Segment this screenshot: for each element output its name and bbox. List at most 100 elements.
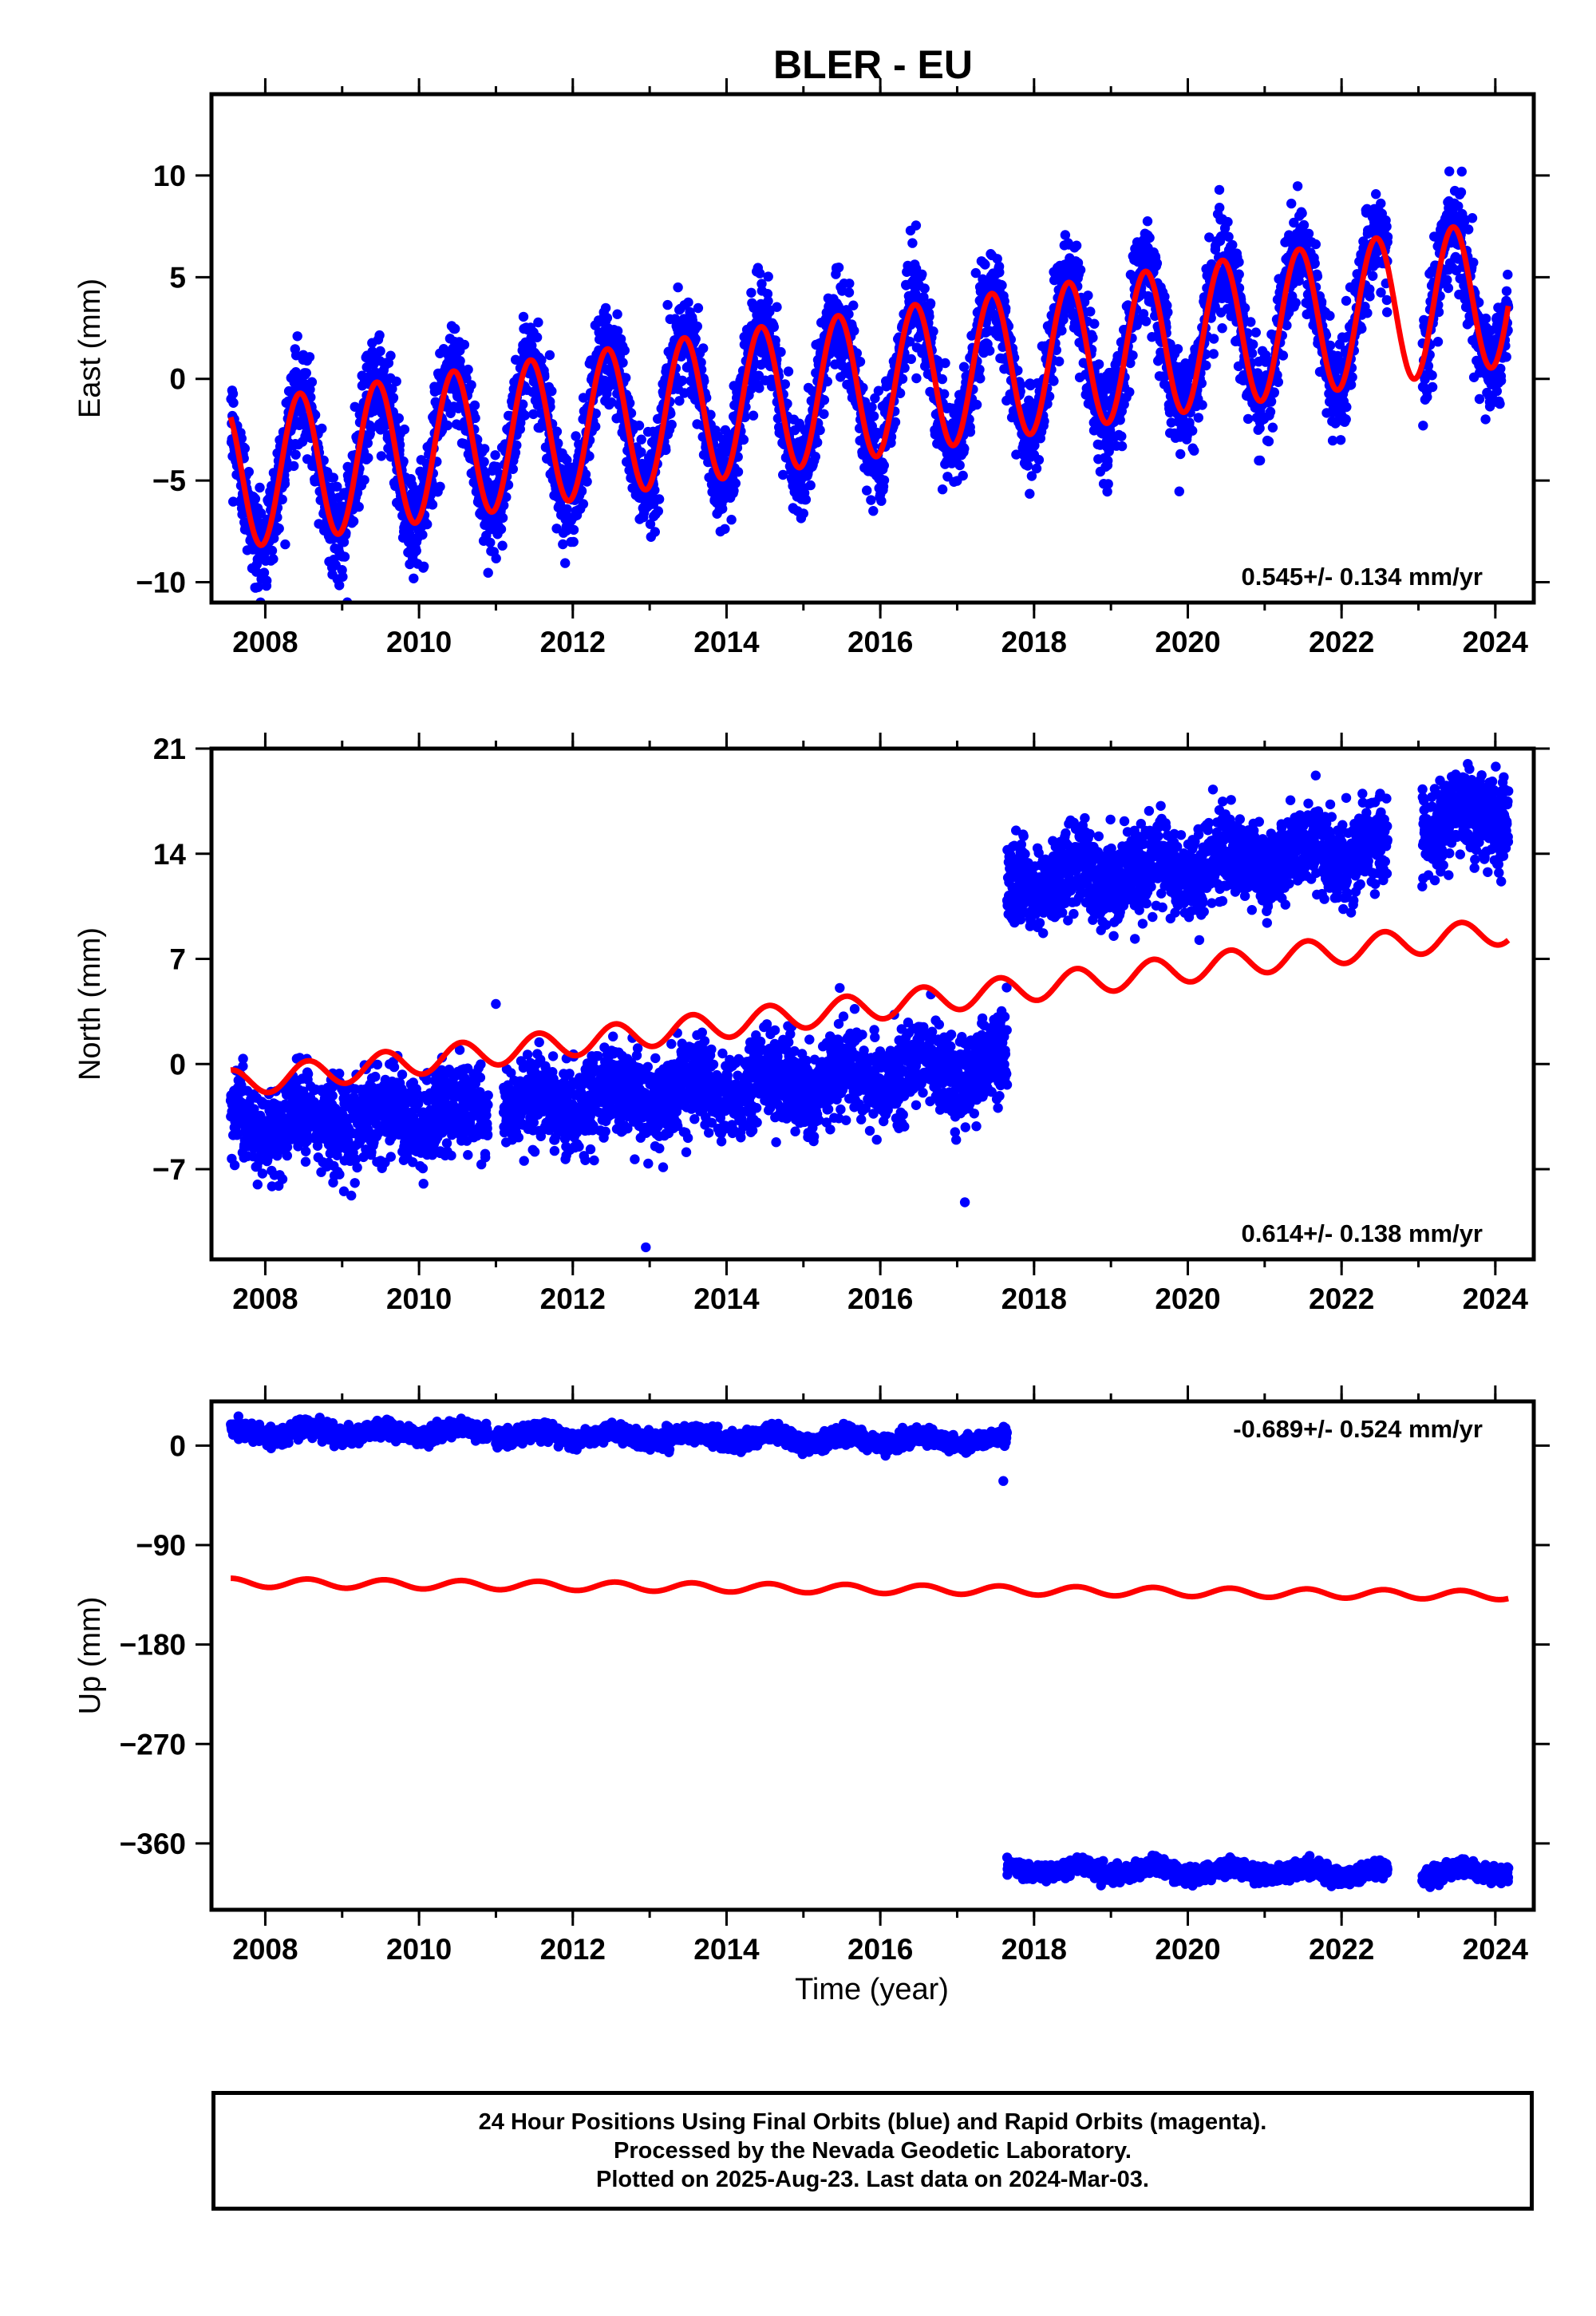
data-point <box>754 383 764 393</box>
data-point <box>277 494 287 505</box>
data-point <box>1381 294 1393 306</box>
data-point <box>879 475 890 485</box>
data-point <box>1175 449 1186 460</box>
data-point <box>578 393 589 403</box>
data-point <box>733 467 744 477</box>
data-point <box>387 384 397 394</box>
data-point <box>692 321 702 332</box>
data-point <box>391 376 401 387</box>
data-point <box>536 355 547 366</box>
data-point <box>367 346 377 357</box>
data-point <box>928 326 938 337</box>
data-point <box>470 413 480 424</box>
data-point <box>746 287 757 298</box>
data-point <box>497 512 508 524</box>
data-point <box>1422 392 1432 402</box>
data-point <box>819 409 829 419</box>
data-point <box>1215 203 1225 213</box>
data-point <box>870 393 880 404</box>
data-point <box>970 267 982 279</box>
data-point <box>1290 298 1301 308</box>
data-point <box>259 567 270 578</box>
data-point <box>1254 455 1266 466</box>
data-point <box>866 495 876 505</box>
data-point <box>1033 455 1045 465</box>
data-point <box>636 447 646 457</box>
data-point <box>965 427 976 437</box>
data-point <box>1234 269 1244 279</box>
data-point <box>227 389 239 399</box>
data-point <box>867 401 877 413</box>
data-point <box>1197 400 1207 410</box>
data-point <box>243 467 254 477</box>
data-point <box>673 282 683 293</box>
data-point <box>876 496 887 506</box>
data-point <box>274 524 284 534</box>
data-point <box>937 373 948 385</box>
data-point <box>1116 431 1127 441</box>
data-point <box>855 357 866 367</box>
data-point <box>778 469 788 480</box>
data-point <box>1382 307 1393 318</box>
data-point <box>1297 208 1307 219</box>
data-point <box>763 271 773 282</box>
data-point <box>763 296 773 306</box>
data-point <box>1242 413 1254 425</box>
data-point <box>1022 460 1033 471</box>
data-point <box>1248 339 1258 350</box>
data-point <box>1025 488 1035 499</box>
data-point <box>255 508 267 519</box>
data-point <box>490 450 500 460</box>
data-point <box>812 437 823 448</box>
data-point <box>518 399 528 409</box>
data-point <box>339 551 350 562</box>
data-point <box>1124 387 1135 397</box>
data-point <box>1187 425 1198 436</box>
data-point <box>1144 232 1155 243</box>
data-point <box>730 478 741 488</box>
data-point <box>612 309 622 319</box>
data-point <box>292 331 302 342</box>
data-point <box>385 350 396 361</box>
data-point <box>591 409 601 419</box>
data-point <box>480 444 490 454</box>
data-point <box>290 449 301 460</box>
data-point <box>748 410 759 421</box>
data-point <box>770 335 780 346</box>
data-point <box>873 385 884 396</box>
data-point <box>985 346 995 356</box>
data-point <box>757 279 767 289</box>
data-point <box>544 350 555 361</box>
data-point <box>584 451 595 461</box>
data-point <box>911 220 922 231</box>
data-point <box>417 529 428 540</box>
data-point <box>683 297 693 308</box>
data-point <box>279 479 290 489</box>
data-point <box>1103 456 1113 466</box>
data-point <box>1115 415 1125 425</box>
data-point <box>636 434 646 445</box>
data-point <box>1015 380 1026 390</box>
data-point <box>376 451 387 461</box>
data-point <box>690 334 701 344</box>
data-point <box>1201 360 1211 371</box>
data-point <box>1089 318 1100 329</box>
data-point <box>1163 307 1173 318</box>
data-point <box>1325 340 1336 351</box>
data-point <box>980 259 990 270</box>
data-point <box>1298 219 1310 231</box>
data-point <box>1267 422 1278 433</box>
data-point <box>974 364 985 375</box>
data-point <box>780 379 790 389</box>
data-point <box>1071 240 1082 251</box>
data-point <box>317 423 327 434</box>
data-point <box>393 413 404 424</box>
data-point <box>501 492 512 503</box>
data-point <box>510 447 521 458</box>
data-point <box>662 299 673 310</box>
data-point <box>1208 349 1219 359</box>
data-point <box>1269 387 1280 397</box>
data-point <box>250 493 261 504</box>
data-point <box>455 356 465 366</box>
data-point <box>422 519 433 530</box>
